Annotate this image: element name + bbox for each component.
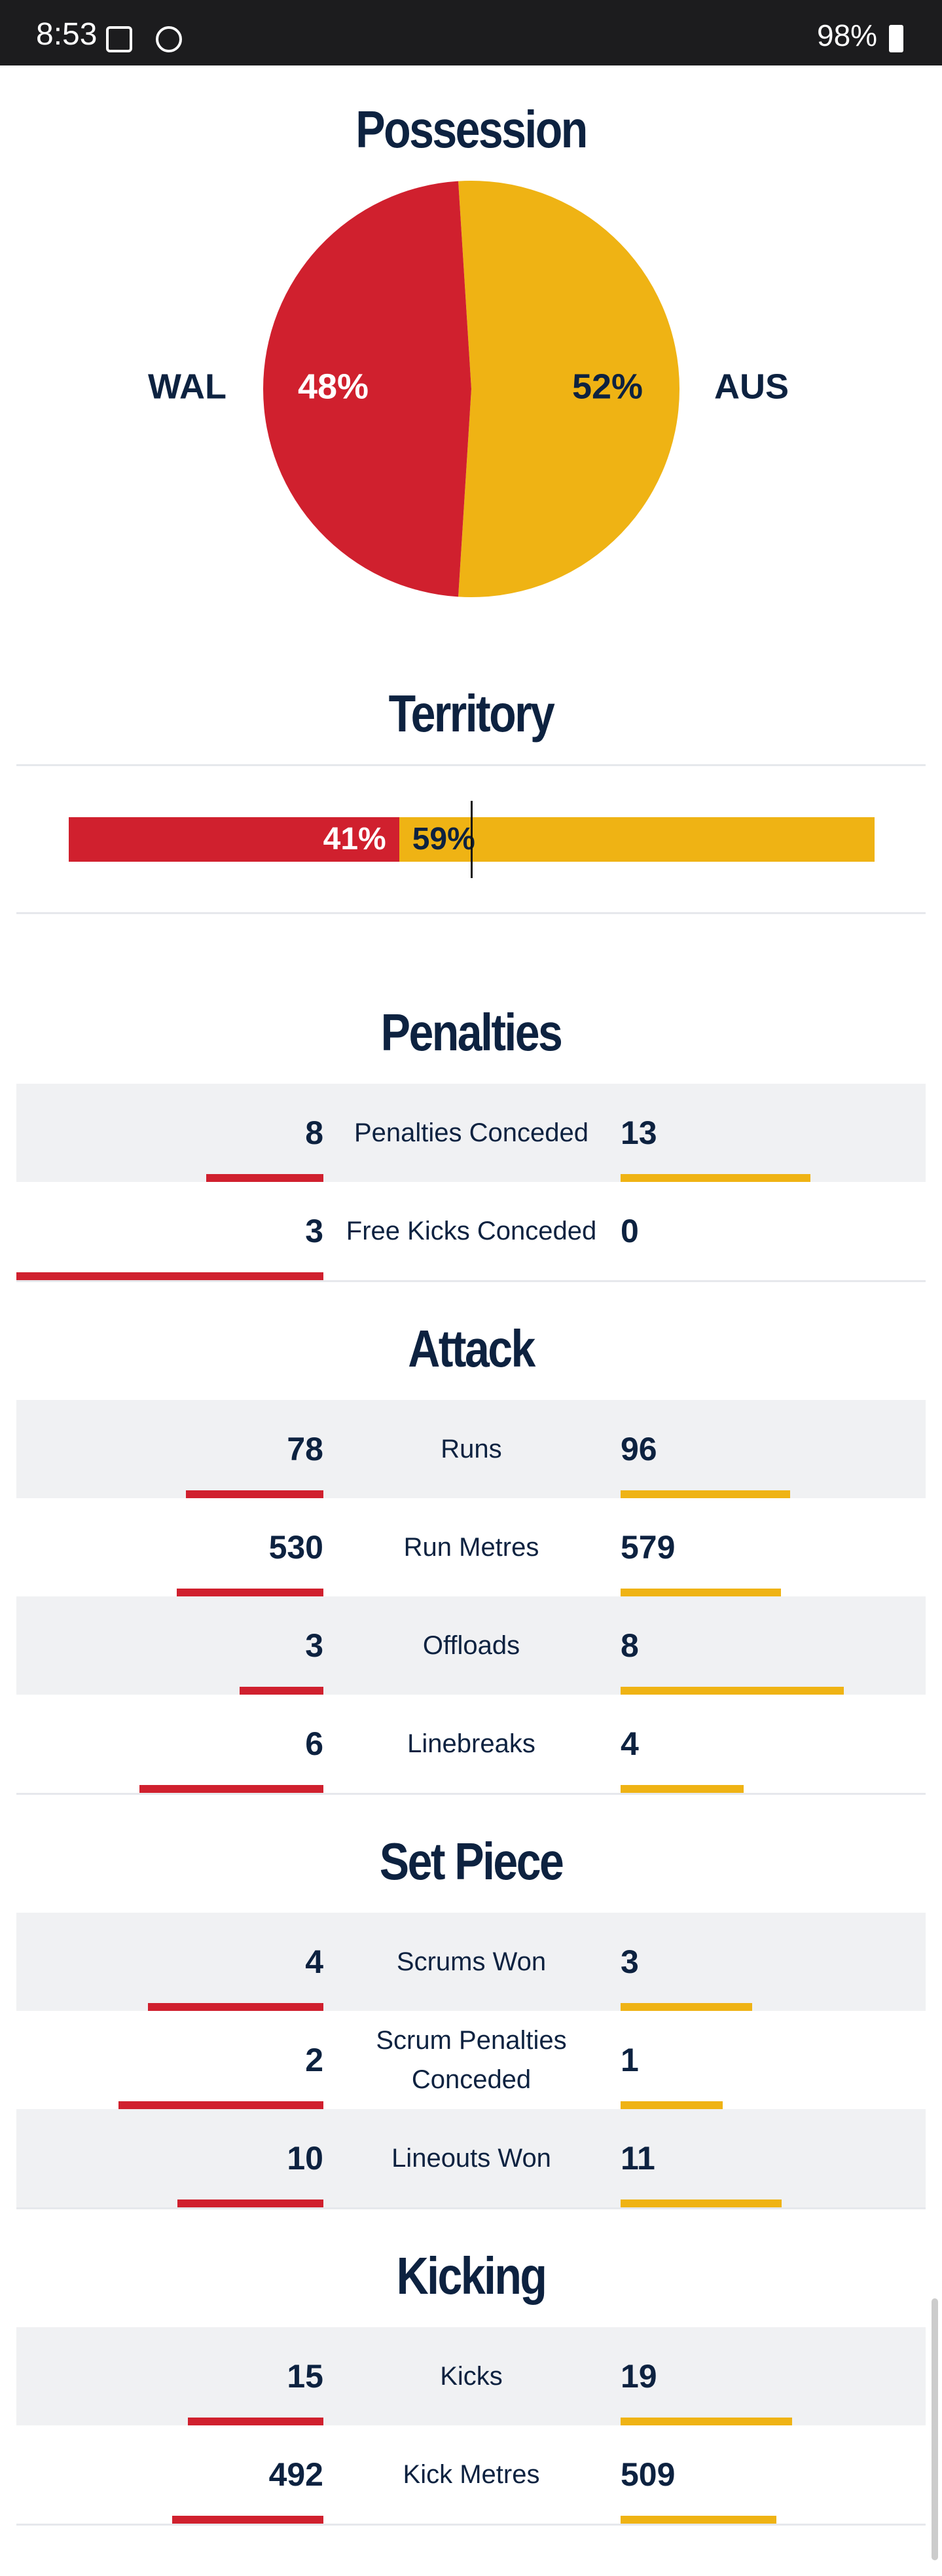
- home-bar: [188, 2418, 323, 2425]
- away-value: 4: [621, 1725, 639, 1762]
- away-bar: [621, 2101, 723, 2109]
- section-title: Attack: [408, 1319, 535, 1378]
- away-bar: [621, 2418, 793, 2425]
- away-value: 96: [621, 1431, 657, 1467]
- scrollbar[interactable]: [932, 2298, 938, 2560]
- stat-row: 8 13 Penalties Conceded: [16, 1084, 926, 1182]
- stat-label: Scrums Won: [396, 1947, 547, 1976]
- possession-chart: WAL AUS 48% 52%: [148, 180, 789, 597]
- away-value: 19: [621, 2358, 657, 2395]
- away-value: 8: [621, 1627, 639, 1664]
- stat-row: 2 1 Scrum Penalties Conceded: [16, 2011, 926, 2109]
- away-value: 1: [621, 2042, 639, 2078]
- separator: [16, 2207, 926, 2209]
- away-bar: [621, 1174, 811, 1182]
- home-bar: [206, 1174, 323, 1182]
- home-bar: [118, 2101, 323, 2109]
- home-value: 3: [305, 1627, 323, 1664]
- possession-title: Possession: [355, 100, 588, 158]
- percent-label: 41%: [323, 822, 386, 856]
- section-title: Set Piece: [379, 1832, 564, 1890]
- home-bar: [16, 1272, 323, 1280]
- battery-level: 98%: [817, 18, 878, 52]
- section-title: Kicking: [396, 2247, 547, 2305]
- away-value: 579: [621, 1529, 676, 1566]
- home-bar: [240, 1687, 323, 1695]
- home-value: 6: [305, 1725, 323, 1762]
- gallery-icon: [106, 26, 132, 52]
- territory-segment: [399, 817, 875, 862]
- stat-label: Free Kicks Conceded: [346, 1217, 597, 1245]
- battery-icon: [889, 25, 903, 52]
- percent-label: 48%: [298, 367, 369, 406]
- home-value: 8: [305, 1114, 323, 1151]
- stat-label: Penalties Conceded: [353, 1118, 589, 1147]
- away-value: 11: [621, 2140, 655, 2177]
- home-value: 4: [305, 1943, 323, 1980]
- stat-row: 78 96 Runs: [16, 1400, 926, 1498]
- territory-bar: 41% 59%: [69, 817, 875, 862]
- separator: [16, 2524, 926, 2526]
- section-title: Penalties: [380, 1003, 563, 1061]
- stat-label: Offloads: [422, 1631, 520, 1660]
- territory-title: Territory: [388, 684, 555, 743]
- home-bar: [176, 1589, 323, 1596]
- percent-label: 59%: [412, 822, 475, 856]
- home-value: 2: [305, 2042, 323, 2078]
- home-value: 10: [287, 2140, 323, 2177]
- separator: [16, 764, 926, 766]
- stat-row: 492 509 Kick Metres: [16, 2425, 926, 2524]
- time: 8:53: [36, 17, 98, 52]
- stat-label: Kicks: [440, 2362, 503, 2391]
- home-bar: [177, 2199, 323, 2207]
- separator: [16, 1793, 926, 1795]
- center-marker: [471, 801, 473, 878]
- home-value: 3: [305, 1213, 323, 1249]
- team-label: WAL: [148, 367, 226, 406]
- home-value: 15: [287, 2358, 323, 2395]
- pie-slice: [263, 181, 471, 597]
- away-bar: [621, 1785, 744, 1793]
- away-value: 3: [621, 1943, 639, 1980]
- territory-segment: [69, 817, 399, 862]
- away-value: 13: [621, 1114, 657, 1151]
- away-bar: [621, 1589, 781, 1596]
- away-value: 509: [621, 2456, 676, 2493]
- stat-label: Scrum Penalties Conceded: [376, 2026, 567, 2094]
- stat-row: 6 4 Linebreaks: [16, 1695, 926, 1793]
- home-bar: [172, 2516, 323, 2524]
- stat-row: 4 3 Scrums Won: [16, 1913, 926, 2011]
- team-label: AUS: [714, 367, 789, 406]
- percent-label: 52%: [572, 367, 643, 406]
- away-bar: [621, 2199, 782, 2207]
- away-bar: [621, 2516, 777, 2524]
- stat-row: 3 8 Offloads: [16, 1596, 926, 1695]
- stat-row: 530 579 Run Metres: [16, 1498, 926, 1596]
- separator: [16, 912, 926, 914]
- stat-row: 3 0 Free Kicks Conceded: [16, 1182, 926, 1280]
- away-bar: [621, 1490, 790, 1498]
- home-value: 492: [268, 2456, 323, 2493]
- stat-label: Linebreaks: [407, 1729, 535, 1758]
- home-bar: [148, 2003, 323, 2011]
- home-value: 530: [268, 1529, 323, 1566]
- pie-slice: [458, 180, 680, 597]
- stat-label: Lineouts Won: [391, 2144, 551, 2173]
- home-bar: [185, 1490, 323, 1498]
- stat-label: Kick Metres: [403, 2460, 540, 2489]
- stat-row: 15 19 Kicks: [16, 2327, 926, 2425]
- status-bar: 8:53 98%: [0, 0, 942, 65]
- away-value: 0: [621, 1213, 639, 1249]
- stat-label: Run Metres: [403, 1533, 539, 1562]
- stat-label: Runs: [441, 1435, 502, 1463]
- stat-row: 10 11 Lineouts Won: [16, 2109, 926, 2207]
- away-bar: [621, 2003, 752, 2011]
- home-value: 78: [287, 1431, 323, 1467]
- away-bar: [621, 1687, 844, 1695]
- separator: [16, 1280, 926, 1282]
- dnd-icon: [156, 26, 182, 52]
- home-bar: [139, 1785, 323, 1793]
